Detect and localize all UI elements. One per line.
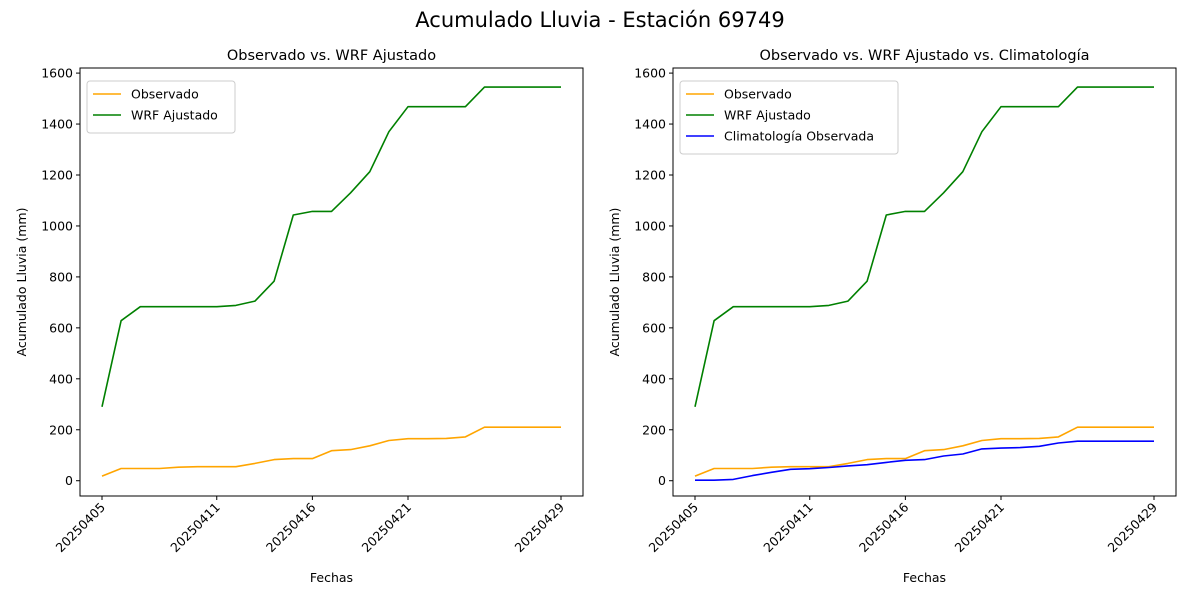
p1-chart-title: Observado vs. WRF Ajustado: [227, 48, 436, 64]
p2-y-tick-label: 600: [642, 320, 666, 335]
p2-series-line-1: [694, 426, 1154, 477]
p1-y-tick-label: 1200: [41, 168, 73, 183]
p1-x-tick-label: 20250416: [263, 499, 319, 555]
figure-title: Acumulado Lluvia - Estación 69749: [415, 8, 785, 32]
p2-y-tick-label: 1400: [634, 117, 666, 132]
p2-x-tick-label: 20250405: [646, 500, 702, 556]
p2-y-tick-label: 0: [658, 473, 666, 488]
p1-series-line-2: [101, 86, 561, 407]
p1-y-tick-label: 800: [49, 269, 73, 284]
p2-x-axis-label: Fechas: [903, 570, 946, 585]
p2-y-axis-label: Acumulado Lluvia (mm): [607, 208, 622, 357]
p1-legend-box: [86, 80, 236, 134]
p1-x-tick-label: 20250405: [53, 500, 109, 556]
p2-y-tick-label: 1600: [634, 66, 666, 81]
p2-legend-label-3: Climatología Observada: [724, 129, 874, 144]
p1-y-axis-label: Acumulado Lluvia (mm): [14, 208, 29, 357]
p2-y-tick-label: 400: [642, 371, 666, 386]
p2-x-tick-label: 20250421: [952, 500, 1008, 556]
p2-y-tick-label: 200: [642, 422, 666, 437]
p1-y-tick-label: 200: [49, 422, 73, 437]
p1-legend-label-1: Observado: [131, 87, 199, 102]
p2-plot-frame: [672, 67, 1177, 497]
p2-legend-label-2: WRF Ajustado: [724, 108, 811, 123]
p2-y-tick-label: 1000: [634, 218, 666, 233]
p1-y-tick-label: 400: [49, 371, 73, 386]
p2-x-tick-label: 20250416: [856, 499, 912, 555]
p2-x-tick-label: 20250429: [1105, 499, 1161, 555]
p2-chart-title: Observado vs. WRF Ajustado vs. Climatolo…: [760, 48, 1090, 64]
p1-plot-frame: [79, 67, 584, 497]
p1-y-tick-label: 1000: [41, 218, 73, 233]
p2-y-tick-label: 1200: [634, 168, 666, 183]
p1-legend-label-2: WRF Ajustado: [131, 108, 218, 123]
p2-x-tick-label: 20250411: [760, 500, 816, 556]
p1-x-axis-label: Fechas: [310, 570, 353, 585]
p1-series-line-1: [101, 426, 561, 477]
p2-legend-box: [679, 80, 899, 155]
p1-y-tick-label: 1600: [41, 66, 73, 81]
p1-y-tick-label: 0: [65, 473, 73, 488]
p2-legend-label-1: Observado: [724, 87, 792, 102]
p1-y-tick-label: 1400: [41, 117, 73, 132]
p2-y-tick-label: 800: [642, 269, 666, 284]
p1-y-tick-label: 600: [49, 320, 73, 335]
p1-x-tick-label: 20250411: [167, 500, 223, 556]
p1-x-tick-label: 20250429: [512, 499, 568, 555]
p2-series-line-2: [694, 86, 1154, 407]
p2-series-line-3: [695, 440, 1154, 482]
p1-x-tick-label: 20250421: [359, 500, 415, 556]
